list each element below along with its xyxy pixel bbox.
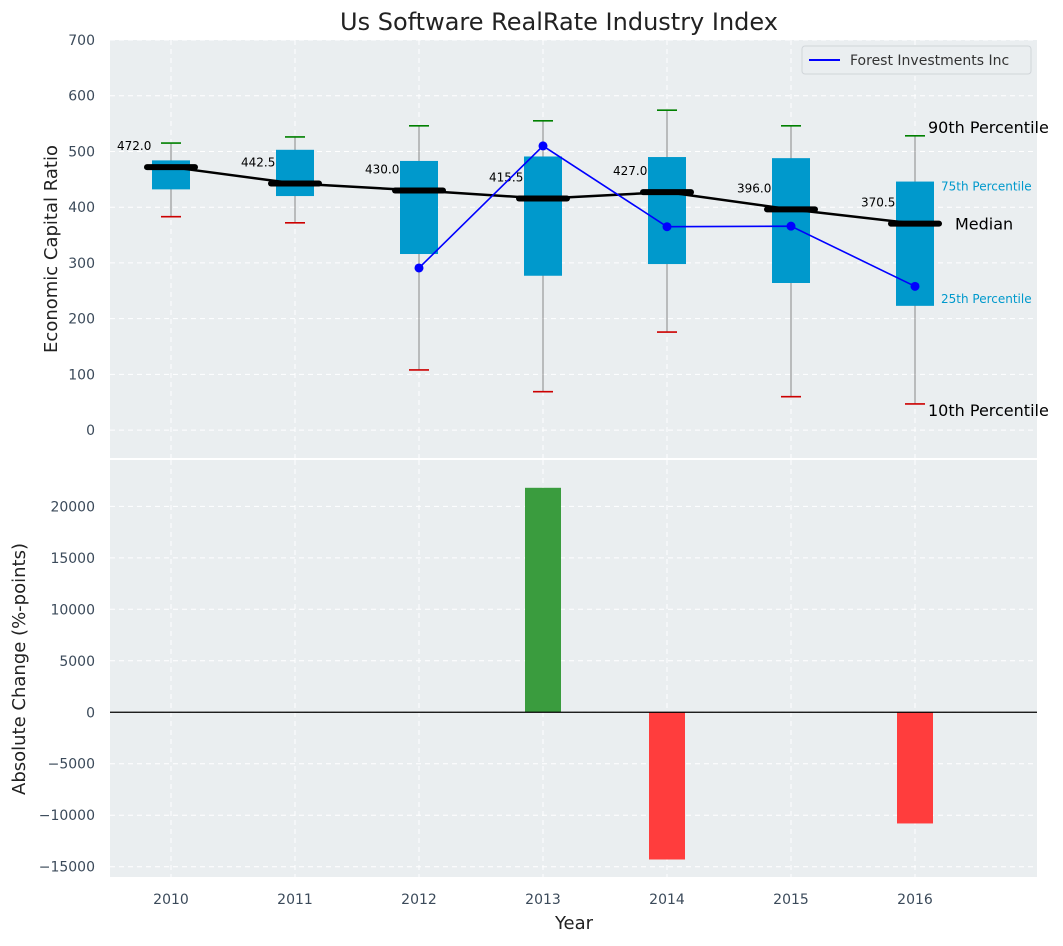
bottom-y-tick-label: −10000 (39, 808, 95, 824)
annotation-p25: 25th Percentile (941, 292, 1032, 306)
top-y-tick-label: 700 (68, 33, 95, 49)
bottom-plot-area (110, 460, 1037, 877)
bottom-y-tick-label: 10000 (50, 602, 95, 618)
median-value-label: 472.0 (117, 139, 151, 153)
x-tick-label: 2010 (153, 892, 189, 908)
bottom-panel: −15000 −10000 −5000 0 5000 10000 15000 20000 201… (39, 460, 1037, 908)
median-value-label: 430.0 (365, 162, 399, 176)
legend: Forest Investments Inc (801, 45, 1032, 75)
median-trend-line (170, 165, 916, 225)
bottom-y-tick-label: 5000 (59, 654, 95, 670)
x-tick-label: 2011 (277, 892, 313, 908)
x-tick-label: 2016 (897, 892, 933, 908)
median-value-label: 396.0 (737, 181, 771, 195)
series-point (538, 141, 548, 151)
iqr-box (524, 156, 562, 276)
annotation-p75: 75th Percentile (941, 180, 1032, 194)
iqr-box (772, 158, 810, 283)
top-y-tick-label: 200 (68, 312, 95, 328)
x-tick-label: 2013 (525, 892, 561, 908)
top-y-axis-title: Economic Capital Ratio (41, 145, 62, 353)
bottom-y-tick-label: 20000 (50, 499, 95, 515)
iqr-box (276, 149, 314, 197)
series-point (662, 222, 672, 232)
bottom-y-tick-label: −5000 (48, 757, 95, 773)
series-point (910, 281, 920, 291)
series-point (786, 221, 796, 231)
change-bar (897, 712, 933, 824)
change-bar (649, 712, 685, 860)
median-value-label: 370.5 (861, 196, 895, 210)
iqr-box (400, 160, 438, 255)
top-y-tick-label: 400 (68, 200, 95, 216)
annotation-p90: 90th Percentile (928, 118, 1049, 137)
series-point (414, 263, 424, 273)
annotation-p10: 10th Percentile (928, 401, 1049, 420)
x-tick-label: 2015 (773, 892, 809, 908)
median-value-label: 442.5 (241, 156, 275, 170)
iqr-box (648, 157, 686, 265)
annotation-median: Median (955, 215, 1013, 234)
x-tick-label: 2014 (649, 892, 685, 908)
bottom-y-axis-title: Absolute Change (%-points) (9, 543, 30, 795)
median-value-label: 427.0 (613, 164, 647, 178)
top-plot-area (110, 40, 1037, 458)
top-y-tick-label: 100 (68, 367, 95, 383)
chart-title: Us Software RealRate Industry Index (340, 8, 778, 36)
legend-box (801, 45, 1032, 75)
change-bar (525, 487, 561, 713)
top-y-tick-label: 500 (68, 144, 95, 160)
bottom-y-tick-label: −15000 (39, 860, 95, 876)
bottom-y-tick-label: 15000 (50, 551, 95, 567)
bottom-y-tick-label: 0 (86, 705, 95, 721)
top-y-tick-label: 0 (86, 423, 95, 439)
x-axis-title: Year (554, 913, 594, 934)
top-y-tick-label: 600 (68, 89, 95, 105)
legend-label: Forest Investments Inc (850, 53, 1009, 69)
top-y-tick-label: 300 (68, 256, 95, 272)
x-tick-label: 2012 (401, 892, 437, 908)
